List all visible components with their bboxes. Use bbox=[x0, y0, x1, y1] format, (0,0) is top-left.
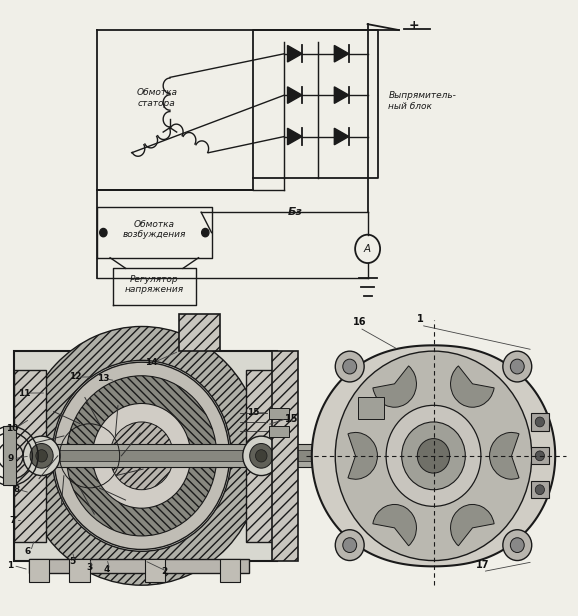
Text: 3: 3 bbox=[87, 564, 92, 572]
Circle shape bbox=[402, 422, 465, 490]
Bar bbox=[179, 314, 220, 351]
Text: 15: 15 bbox=[285, 414, 299, 424]
Polygon shape bbox=[334, 87, 349, 103]
Circle shape bbox=[510, 359, 524, 374]
Circle shape bbox=[255, 450, 267, 462]
Text: 4: 4 bbox=[103, 565, 110, 574]
Text: Бз: Бз bbox=[287, 207, 302, 217]
Circle shape bbox=[30, 444, 53, 468]
Wedge shape bbox=[451, 366, 494, 407]
Circle shape bbox=[535, 485, 544, 495]
Polygon shape bbox=[334, 46, 349, 62]
Text: 14: 14 bbox=[145, 358, 158, 367]
Text: +: + bbox=[409, 19, 420, 32]
Polygon shape bbox=[287, 128, 302, 145]
Wedge shape bbox=[348, 432, 377, 479]
Bar bbox=[358, 397, 384, 419]
Circle shape bbox=[243, 436, 280, 476]
Circle shape bbox=[503, 351, 532, 382]
Text: 1: 1 bbox=[8, 561, 13, 570]
Polygon shape bbox=[312, 346, 555, 566]
Circle shape bbox=[417, 439, 450, 473]
Circle shape bbox=[503, 530, 532, 561]
Bar bbox=[269, 408, 289, 419]
Circle shape bbox=[250, 444, 273, 468]
Wedge shape bbox=[373, 505, 416, 546]
Circle shape bbox=[66, 376, 217, 536]
Wedge shape bbox=[451, 505, 494, 546]
Wedge shape bbox=[373, 366, 416, 407]
Text: 16: 16 bbox=[353, 317, 366, 326]
Text: A: A bbox=[364, 244, 371, 254]
Bar bbox=[531, 481, 549, 498]
Circle shape bbox=[535, 417, 544, 427]
Bar bbox=[220, 559, 240, 582]
Bar bbox=[269, 426, 289, 437]
Text: Обмотка
статора: Обмотка статора bbox=[136, 88, 177, 108]
Bar bbox=[272, 351, 298, 561]
Bar bbox=[144, 559, 165, 582]
Circle shape bbox=[92, 403, 191, 508]
Bar bbox=[29, 559, 49, 582]
Bar bbox=[3, 426, 16, 485]
Text: 7: 7 bbox=[9, 516, 16, 525]
Text: 13: 13 bbox=[97, 375, 109, 383]
Circle shape bbox=[23, 436, 60, 476]
Text: 8: 8 bbox=[13, 485, 19, 494]
Bar bbox=[531, 413, 549, 431]
Text: Регулятор
напряжения: Регулятор напряжения bbox=[125, 275, 184, 294]
Text: Выпрямитель-
ный блок: Выпрямитель- ный блок bbox=[388, 91, 456, 111]
Circle shape bbox=[36, 450, 47, 462]
Text: 9: 9 bbox=[7, 455, 14, 463]
Bar bbox=[246, 370, 277, 542]
Circle shape bbox=[386, 405, 481, 506]
Circle shape bbox=[110, 422, 173, 490]
Wedge shape bbox=[490, 432, 519, 479]
Bar bbox=[3, 444, 312, 467]
Bar bbox=[69, 559, 90, 582]
Bar bbox=[3, 450, 312, 461]
Text: 15: 15 bbox=[247, 408, 260, 417]
Circle shape bbox=[343, 359, 357, 374]
Text: 12: 12 bbox=[69, 373, 81, 381]
Text: 11: 11 bbox=[18, 389, 31, 397]
Bar bbox=[29, 559, 249, 573]
Circle shape bbox=[343, 538, 357, 553]
Text: 1: 1 bbox=[417, 314, 424, 324]
Circle shape bbox=[202, 229, 209, 237]
Circle shape bbox=[535, 451, 544, 461]
Polygon shape bbox=[287, 87, 302, 103]
Text: 2: 2 bbox=[162, 567, 168, 576]
FancyBboxPatch shape bbox=[14, 351, 277, 561]
Circle shape bbox=[335, 530, 364, 561]
Text: 5: 5 bbox=[69, 557, 75, 566]
Text: 10: 10 bbox=[6, 424, 19, 432]
Bar bbox=[531, 447, 549, 464]
Circle shape bbox=[510, 538, 524, 553]
Bar bbox=[14, 370, 46, 542]
Text: 17: 17 bbox=[476, 561, 490, 570]
Polygon shape bbox=[334, 128, 349, 145]
Text: 6: 6 bbox=[25, 547, 31, 556]
Polygon shape bbox=[287, 46, 302, 62]
Text: Обмотка
возбуждения: Обмотка возбуждения bbox=[123, 220, 186, 240]
Circle shape bbox=[335, 351, 532, 561]
Circle shape bbox=[335, 351, 364, 382]
Circle shape bbox=[100, 229, 107, 237]
Wedge shape bbox=[20, 326, 263, 585]
Circle shape bbox=[54, 362, 229, 549]
